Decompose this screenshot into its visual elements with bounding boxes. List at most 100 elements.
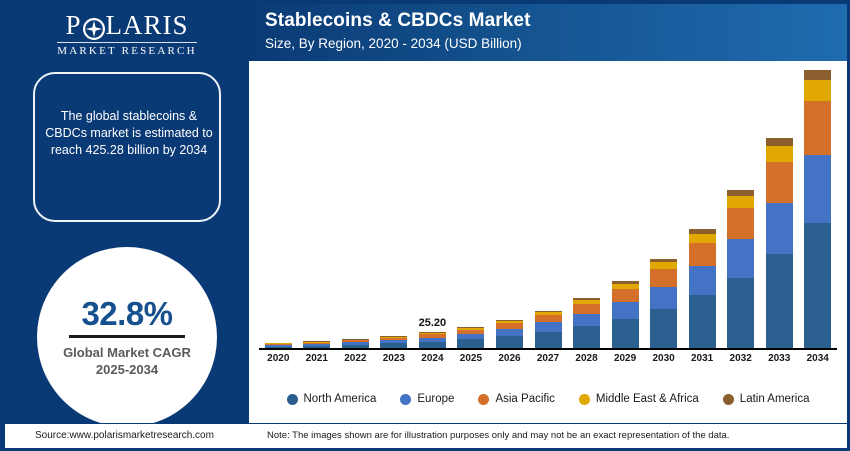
segment-latin-america-2030 xyxy=(650,258,678,263)
segment-latin-america-2029 xyxy=(611,281,639,284)
segment-asia-pacific-2031 xyxy=(688,242,716,267)
segment-north-america-2027 xyxy=(534,331,562,349)
footer: Source:www.polarismarketresearch.com Not… xyxy=(5,423,847,448)
segment-asia-pacific-2024 xyxy=(418,334,446,338)
bar-2031[interactable] xyxy=(688,229,716,349)
segment-middle-east-africa-2023 xyxy=(380,336,408,338)
segment-asia-pacific-2028 xyxy=(573,303,601,314)
segment-asia-pacific-2022 xyxy=(341,340,369,343)
bar-2024[interactable] xyxy=(418,332,446,349)
segment-north-america-2033 xyxy=(765,254,793,349)
segment-north-america-2034 xyxy=(804,223,832,349)
segment-asia-pacific-2033 xyxy=(765,161,793,204)
segment-middle-east-africa-2025 xyxy=(457,328,485,330)
segment-europe-2026 xyxy=(495,329,523,337)
segment-north-america-2029 xyxy=(611,318,639,349)
x-tick-2024: 2024 xyxy=(421,353,444,364)
segment-latin-america-2033 xyxy=(765,137,793,147)
bar-2029[interactable] xyxy=(611,281,639,349)
bar-2021[interactable] xyxy=(303,341,331,349)
x-tick-2033: 2033 xyxy=(768,353,791,364)
legend-item-asia-pacific[interactable]: Asia Pacific xyxy=(478,393,555,405)
legend-label: Middle East & Africa xyxy=(595,393,699,405)
segment-europe-2021 xyxy=(303,343,331,346)
segment-middle-east-africa-2033 xyxy=(765,146,793,162)
segment-latin-america-2031 xyxy=(688,229,716,234)
sidebar: P LARIS MARKET RESEARCH The global stabl… xyxy=(5,4,249,447)
bar-2026[interactable] xyxy=(495,320,523,349)
segment-europe-2024 xyxy=(418,337,446,342)
note-text: Note: The images shown are for illustrat… xyxy=(267,430,730,441)
logo-letters-laris: LARIS xyxy=(105,10,189,40)
segment-europe-2032 xyxy=(727,239,755,278)
x-tick-2020: 2020 xyxy=(267,353,290,364)
segment-latin-america-2024 xyxy=(418,332,446,334)
segment-asia-pacific-2025 xyxy=(457,329,485,334)
bar-2032[interactable] xyxy=(727,189,755,349)
segment-middle-east-africa-2024 xyxy=(418,333,446,335)
legend-item-north-america[interactable]: North America xyxy=(286,393,377,405)
x-tick-2026: 2026 xyxy=(498,353,521,364)
bar-value-label-2024: 25.20 xyxy=(418,317,447,330)
bar-2022[interactable] xyxy=(341,338,369,349)
segment-europe-2031 xyxy=(688,266,716,296)
segment-asia-pacific-2021 xyxy=(303,342,331,344)
legend-label: Europe xyxy=(417,393,455,405)
bar-2028[interactable] xyxy=(573,297,601,349)
legend-label: North America xyxy=(303,393,377,405)
legend-item-europe[interactable]: Europe xyxy=(400,393,454,405)
segment-middle-east-africa-2031 xyxy=(688,233,716,243)
segment-europe-2023 xyxy=(380,340,408,344)
segment-latin-america-2021 xyxy=(303,341,331,342)
x-axis-ticks: 2020 2021 2022 2023 2024 2025 2026 2027 2028 2029… xyxy=(259,353,837,371)
cagr-circle: 32.8% Global Market CAGR 2025-2034 xyxy=(37,247,217,427)
chart-header: Stablecoins & CBDCs Market Size, By Regi… xyxy=(249,4,847,61)
segment-europe-2027 xyxy=(534,322,562,332)
cagr-label-period: 2025-2034 xyxy=(95,362,159,377)
x-tick-2021: 2021 xyxy=(305,353,328,364)
segment-north-america-2032 xyxy=(727,277,755,349)
callout-box: The global stablecoins & CBDCs market is… xyxy=(33,72,221,222)
segment-latin-america-2023 xyxy=(380,335,408,337)
legend-swatch-icon xyxy=(578,393,590,405)
segment-asia-pacific-2034 xyxy=(804,100,832,156)
cagr-label-primary: Global Market CAGR xyxy=(63,345,191,360)
bar-2033[interactable] xyxy=(765,137,793,349)
segment-asia-pacific-2020 xyxy=(264,344,292,346)
bar-2020[interactable] xyxy=(264,342,292,349)
bar-2034[interactable] xyxy=(804,70,832,349)
segment-europe-2033 xyxy=(765,203,793,255)
x-axis-line xyxy=(259,348,837,350)
segment-asia-pacific-2029 xyxy=(611,288,639,303)
x-tick-2032: 2032 xyxy=(729,353,752,364)
segment-middle-east-africa-2020 xyxy=(264,343,292,345)
logo-subtitle: MARKET RESEARCH xyxy=(57,45,197,57)
cagr-value: 32.8% xyxy=(81,295,173,332)
chart-legend: North America Europe Asia Pacific Middle Ea… xyxy=(249,386,847,412)
chart-area: 25.20 2020 2021 2022 2023 2024 2025 2026 2027 20… xyxy=(249,61,847,423)
bar-2023[interactable] xyxy=(380,335,408,349)
x-tick-2027: 2027 xyxy=(536,353,560,364)
polaris-logo: P LARIS MARKET RESEARCH xyxy=(5,10,249,58)
bar-2027[interactable] xyxy=(534,310,562,349)
page-title: Stablecoins & CBDCs Market xyxy=(265,10,531,31)
segment-europe-2022 xyxy=(341,342,369,345)
segment-north-america-2024 xyxy=(418,341,446,349)
legend-label: Asia Pacific xyxy=(495,393,555,405)
callout-text: The global stablecoins & CBDCs market is… xyxy=(45,109,213,157)
segment-north-america-2030 xyxy=(650,308,678,349)
segment-north-america-2022 xyxy=(341,344,369,349)
legend-item-latin-america[interactable]: Latin America xyxy=(722,393,809,405)
segment-latin-america-2034 xyxy=(804,70,832,80)
segment-middle-east-africa-2021 xyxy=(303,341,331,343)
bar-2025[interactable] xyxy=(457,327,485,349)
legend-item-middle-east-africa[interactable]: Middle East & Africa xyxy=(578,393,699,405)
segment-europe-2025 xyxy=(457,333,485,340)
bar-2030[interactable] xyxy=(650,258,678,349)
segment-north-america-2023 xyxy=(380,343,408,349)
stacked-bar-plot: 25.20 xyxy=(259,67,837,349)
segment-middle-east-africa-2027 xyxy=(534,312,562,315)
segment-latin-america-2025 xyxy=(457,327,485,329)
segment-middle-east-africa-2029 xyxy=(611,283,639,289)
legend-swatch-icon xyxy=(400,393,412,405)
